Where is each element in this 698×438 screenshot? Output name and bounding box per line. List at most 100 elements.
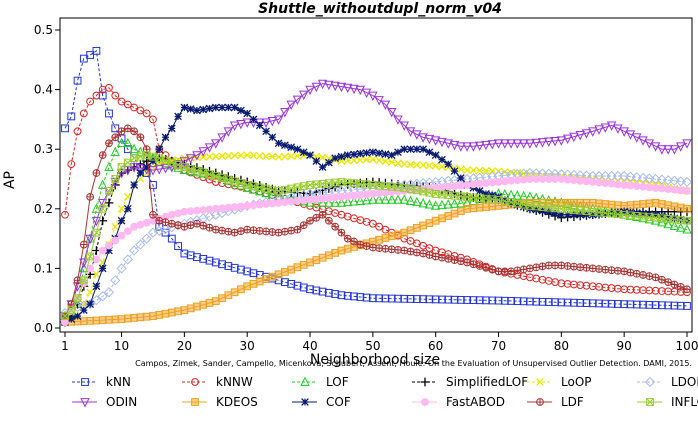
data-point: [349, 84, 359, 95]
data-point-cross: [331, 178, 339, 187]
data-point-cross: [111, 133, 119, 141]
data-point: [424, 134, 435, 145]
data-point-cross: [671, 281, 678, 288]
data-point: [287, 279, 296, 288]
data-point: [274, 270, 283, 279]
data-point: [61, 210, 69, 219]
data-point: [204, 211, 215, 222]
data-point: [324, 207, 333, 216]
data-point: [135, 146, 146, 157]
data-point: [299, 148, 308, 157]
data-point: [193, 253, 201, 261]
data-point: [663, 175, 674, 186]
data-point: [438, 162, 446, 171]
data-point-cross: [287, 227, 295, 235]
data-point: [105, 315, 113, 324]
data-point: [656, 174, 667, 185]
data-point-cross: [325, 217, 333, 225]
data-point-cross: [425, 188, 434, 197]
y-tick-label: 0.5: [34, 23, 53, 37]
data-point-box: [117, 163, 126, 171]
data-point: [350, 150, 358, 159]
data-point: [86, 300, 94, 309]
data-point-box: [406, 185, 415, 194]
x-tick-label: 80: [554, 339, 569, 353]
data-point: [268, 152, 277, 161]
data-point-box: [262, 184, 270, 193]
data-point: [519, 200, 528, 209]
data-point: [73, 76, 82, 85]
data-point: [243, 181, 252, 189]
data-point: [98, 91, 107, 100]
data-point: [142, 218, 151, 227]
data-point: [588, 198, 597, 207]
data-point-cross: [375, 244, 383, 252]
data-point-cross: [608, 266, 616, 274]
data-point: [86, 252, 95, 261]
data-point-box: [61, 312, 69, 320]
data-point: [255, 200, 264, 209]
data-point: [544, 137, 554, 147]
data-point-cross: [457, 257, 465, 265]
data-point-box: [469, 193, 478, 202]
data-point-box: [645, 213, 654, 222]
data-point: [557, 298, 566, 307]
data-point: [174, 112, 182, 121]
data-point: [287, 226, 296, 235]
data-point-box: [356, 179, 365, 188]
data-point: [482, 194, 490, 203]
data-point: [600, 123, 611, 133]
data-point: [312, 213, 321, 222]
data-point: [130, 154, 139, 163]
data-point: [443, 199, 453, 209]
data-point: [456, 197, 466, 208]
data-point: [419, 145, 427, 154]
data-point: [562, 134, 573, 144]
data-point: [657, 184, 666, 193]
data-point: [394, 246, 402, 254]
data-point: [619, 127, 629, 137]
data-point-box: [237, 179, 245, 188]
data-point: [79, 276, 88, 285]
data-point: [81, 378, 89, 386]
data-point: [186, 105, 195, 113]
data-point: [130, 181, 138, 189]
legend-item: kNN: [72, 375, 131, 389]
data-point: [199, 300, 208, 309]
data-point: [582, 299, 591, 307]
data-point: [526, 264, 534, 273]
data-point-cross: [413, 186, 421, 195]
data-point: [645, 286, 654, 295]
data-point: [526, 201, 534, 210]
credit-text: Campos, Zimek, Sander, Campello, Micenko…: [135, 359, 692, 368]
data-point: [664, 213, 673, 222]
data-point: [356, 149, 365, 158]
data-point: [97, 179, 108, 189]
data-point: [154, 225, 165, 236]
data-point: [563, 298, 572, 307]
data-point-cross: [526, 202, 534, 210]
data-point: [664, 287, 673, 296]
data-point: [249, 279, 258, 288]
data-point: [331, 154, 340, 162]
data-point-cross: [287, 184, 295, 193]
data-point: [287, 265, 296, 274]
data-point-box: [651, 213, 660, 222]
data-point: [155, 145, 164, 154]
data-point: [657, 275, 666, 284]
data-point-box: [86, 252, 95, 261]
data-point-box: [205, 170, 214, 179]
data-point: [551, 209, 559, 218]
data-point: [469, 296, 478, 305]
data-point: [669, 145, 680, 155]
data-point: [469, 204, 478, 213]
data-point: [400, 246, 409, 255]
data-point: [620, 300, 629, 309]
data-point: [368, 219, 377, 228]
data-point: [92, 169, 101, 177]
x-tick-label: 40: [302, 339, 317, 353]
data-point: [205, 104, 214, 113]
data-point: [450, 295, 459, 304]
data-point: [211, 152, 220, 161]
data-point: [343, 192, 352, 201]
